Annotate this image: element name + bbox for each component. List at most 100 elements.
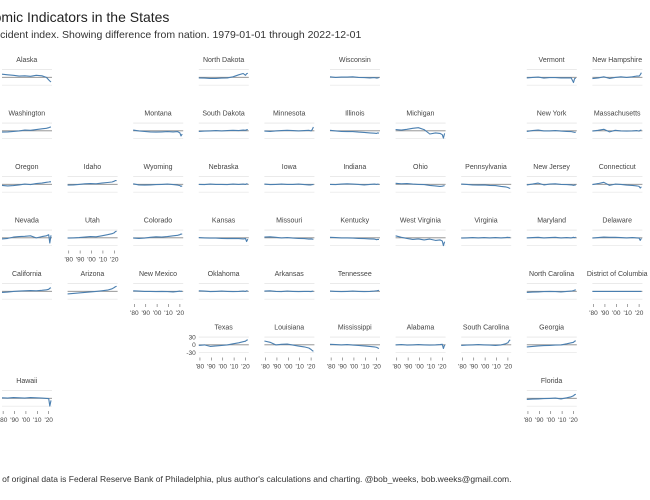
series-line-illinois xyxy=(329,129,380,134)
panel-california: California xyxy=(1,271,52,300)
source-caption: rce of original data is Federal Reserve … xyxy=(0,474,512,484)
panel-nevada: Nevada xyxy=(1,218,52,246)
x-tick-label: '80 xyxy=(196,364,205,371)
panel-alaska: Alaska xyxy=(1,57,52,86)
x-tick-label: '00 xyxy=(350,364,359,371)
panel-wisconsin: Wisconsin xyxy=(329,57,380,86)
series-line-montana xyxy=(133,129,183,137)
panel-minnesota: Minnesota xyxy=(264,111,315,139)
series-line-utah xyxy=(67,230,117,239)
x-tick-label: '90 xyxy=(404,364,413,371)
panel-oregon: Oregon xyxy=(1,164,52,193)
series-line-maryland xyxy=(526,236,576,239)
series-line-new-jersey xyxy=(526,182,576,186)
panel-title: California xyxy=(12,271,42,278)
panel-title: North Carolina xyxy=(529,271,574,278)
x-tick-label: '20 xyxy=(569,417,578,424)
x-tick-label: '10 xyxy=(99,257,108,264)
x-tick-label: '90 xyxy=(10,417,19,424)
series-line-oklahoma xyxy=(198,290,248,293)
y-tick-label: -30 xyxy=(186,350,196,357)
panel-title: North Dakota xyxy=(203,57,244,64)
series-line-washington xyxy=(1,126,52,133)
panel-title: Vermont xyxy=(539,57,565,64)
panel-title: New Hampshire xyxy=(592,57,642,64)
panel-ohio: Ohio xyxy=(395,164,446,193)
panel-louisiana: Louisiana '80'90'00'10'20 xyxy=(261,325,315,371)
panel-title: West Virginia xyxy=(400,218,441,225)
series-line-virginia xyxy=(461,236,511,239)
panel-oklahoma: Oklahoma xyxy=(198,271,249,300)
panel-title: Delaware xyxy=(602,218,632,225)
panel-arkansas: Arkansas xyxy=(264,271,315,300)
panel-title: South Carolina xyxy=(463,325,509,332)
series-line-alaska xyxy=(1,73,52,83)
panel-title: Indiana xyxy=(343,164,366,171)
x-tick-label: '20 xyxy=(504,364,513,371)
panel-title: Illinois xyxy=(345,111,365,118)
x-tick-label: '90 xyxy=(207,364,216,371)
series-line-iowa xyxy=(264,183,314,186)
panel-title: Hawaii xyxy=(16,378,37,385)
panel-title: Idaho xyxy=(84,164,102,171)
series-line-minnesota xyxy=(264,126,314,132)
panel-washington: Washington xyxy=(1,111,52,139)
panel-title: Michigan xyxy=(406,111,434,118)
panel-title: Louisiana xyxy=(274,325,304,332)
panel-title: Alaska xyxy=(16,57,37,64)
series-line-kentucky xyxy=(329,236,379,241)
x-tick-label: '20 xyxy=(241,364,250,371)
panel-title: Wyoming xyxy=(143,164,172,171)
panel-title: Maryland xyxy=(537,218,566,225)
series-line-arkansas xyxy=(264,290,314,293)
x-tick-label: '80 xyxy=(130,310,139,317)
x-tick-label: '10 xyxy=(295,364,304,371)
x-tick-label: '10 xyxy=(623,310,632,317)
series-line-connecticut xyxy=(592,181,642,189)
panel-new-jersey: New Jersey xyxy=(526,164,577,193)
series-line-alabama xyxy=(395,343,446,350)
series-line-texas xyxy=(198,339,249,347)
panel-georgia: Georgia xyxy=(526,325,577,353)
series-line-delaware xyxy=(592,236,642,241)
series-line-florida xyxy=(526,393,577,400)
x-tick-label: '90 xyxy=(338,364,347,371)
series-line-oregon xyxy=(1,181,51,187)
panel-new-mexico: New Mexico '80'90'00'10'20 xyxy=(130,271,184,317)
panel-title: Pennsylvania xyxy=(465,164,507,171)
panel-title: Oregon xyxy=(15,164,38,171)
x-tick-label: '20 xyxy=(110,257,119,264)
x-tick-label: '90 xyxy=(273,364,282,371)
x-tick-label: '90 xyxy=(601,310,610,317)
series-line-idaho xyxy=(67,179,117,186)
panel-title: Arizona xyxy=(81,271,105,278)
series-line-nebraska xyxy=(198,183,248,186)
panel-title: Kentucky xyxy=(340,218,369,225)
x-tick-label: '90 xyxy=(535,417,544,424)
panel-title: Georgia xyxy=(539,325,564,332)
panel-title: Texas xyxy=(214,325,233,332)
panel-title: Utah xyxy=(85,218,100,225)
panel-title: Washington xyxy=(8,111,45,118)
series-line-wyoming xyxy=(133,183,183,187)
panel-title: Arkansas xyxy=(275,271,305,278)
series-line-california xyxy=(1,287,52,293)
series-line-tennessee xyxy=(329,289,380,293)
series-line-north-carolina xyxy=(526,289,576,293)
series-line-new-hampshire xyxy=(592,72,642,80)
panel-hawaii: Hawaii '80'90'00'10'20 xyxy=(0,378,53,424)
x-tick-label: '00 xyxy=(284,364,293,371)
x-tick-label: '10 xyxy=(230,364,239,371)
series-line-new-york xyxy=(526,129,576,133)
panel-title: Mississippi xyxy=(338,325,372,332)
panel-title: Massachusetts xyxy=(594,111,641,118)
panel-vermont: Vermont xyxy=(526,57,577,86)
x-tick-label: '80 xyxy=(589,310,598,317)
panel-district-of-columbia: District of Columbia '80'90'00'10'20 xyxy=(587,271,648,317)
x-tick-label: '00 xyxy=(22,417,31,424)
x-tick-label: '80 xyxy=(261,364,270,371)
series-line-indiana xyxy=(329,183,380,186)
x-tick-label: '20 xyxy=(307,364,316,371)
series-line-ohio xyxy=(395,182,445,187)
x-tick-label: '00 xyxy=(612,310,621,317)
